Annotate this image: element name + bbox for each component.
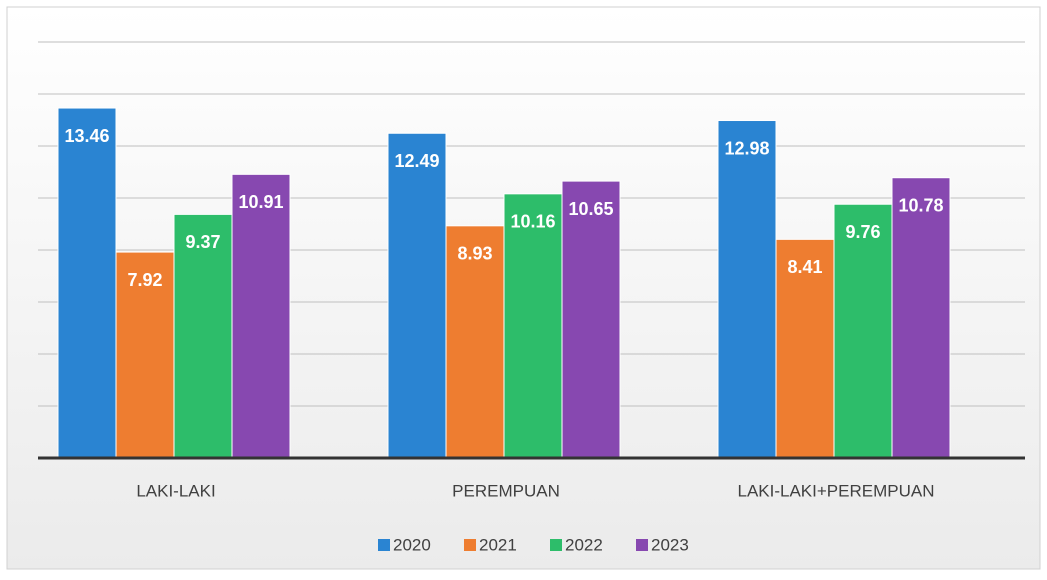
legend-label: 2023	[651, 535, 689, 554]
data-label: 8.41	[787, 257, 822, 277]
data-label: 9.76	[845, 222, 880, 242]
bar	[387, 132, 447, 459]
legend-label: 2021	[479, 535, 517, 554]
bar	[57, 107, 117, 459]
data-label: 10.65	[568, 199, 613, 219]
data-label: 9.37	[185, 232, 220, 252]
bar	[717, 120, 777, 459]
legend-swatch	[378, 539, 390, 551]
x-tick-label: PEREMPUAN	[452, 481, 560, 500]
legend-swatch	[550, 539, 562, 551]
bar	[231, 173, 291, 459]
x-tick-label: LAKI-LAKI	[136, 481, 215, 500]
data-label: 12.98	[724, 138, 769, 158]
legend-swatch	[464, 539, 476, 551]
data-label: 10.91	[238, 192, 283, 212]
x-tick-label: LAKI-LAKI+PEREMPUAN	[738, 481, 935, 500]
bar	[503, 193, 563, 459]
bar	[891, 177, 951, 459]
data-label: 8.93	[457, 244, 492, 264]
data-label: 10.78	[898, 195, 943, 215]
legend-label: 2022	[565, 535, 603, 554]
data-label: 10.16	[510, 212, 555, 232]
data-label: 13.46	[64, 126, 109, 146]
data-label: 12.49	[394, 151, 439, 171]
legend-label: 2020	[393, 535, 431, 554]
data-label: 7.92	[127, 270, 162, 290]
bar	[561, 180, 621, 459]
legend-swatch	[636, 539, 648, 551]
bar	[833, 203, 893, 459]
